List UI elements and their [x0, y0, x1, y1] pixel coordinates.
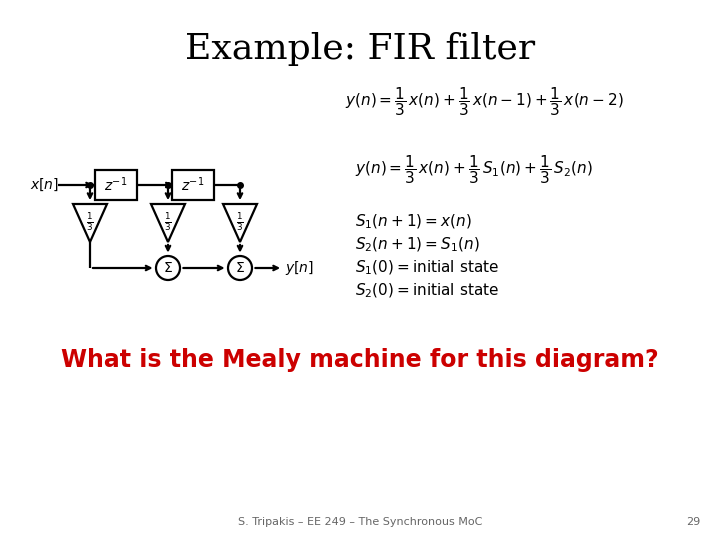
Text: $\Sigma$: $\Sigma$ [163, 261, 173, 275]
Bar [95, 170, 137, 200]
Text: $\frac{1}{3}$: $\frac{1}{3}$ [164, 211, 172, 233]
Polygon shape [73, 204, 107, 242]
Text: $\Sigma$: $\Sigma$ [235, 261, 245, 275]
Text: $z^{-1}$: $z^{-1}$ [181, 176, 204, 194]
Text: $y(n) = \dfrac{1}{3}\,x(n) + \dfrac{1}{3}\,S_1(n) + \dfrac{1}{3}\,S_2(n)$: $y(n) = \dfrac{1}{3}\,x(n) + \dfrac{1}{3… [355, 153, 593, 186]
Circle shape [228, 256, 252, 280]
Text: $S_2(0) = \mathrm{initial\ state}$: $S_2(0) = \mathrm{initial\ state}$ [355, 282, 499, 300]
Bar [172, 170, 214, 200]
Text: $z^{-1}$: $z^{-1}$ [104, 176, 127, 194]
Text: $\frac{1}{3}$: $\frac{1}{3}$ [236, 211, 244, 233]
Text: Example: FIR filter: Example: FIR filter [185, 32, 535, 66]
Text: $\frac{1}{3}$: $\frac{1}{3}$ [86, 211, 94, 233]
Text: $S_1(0) = \mathrm{initial\ state}$: $S_1(0) = \mathrm{initial\ state}$ [355, 259, 499, 277]
Text: What is the Mealy machine for this diagram?: What is the Mealy machine for this diagr… [61, 348, 659, 372]
Text: $S_1(n+1) = x(n)$: $S_1(n+1) = x(n)$ [355, 213, 472, 231]
Polygon shape [151, 204, 185, 242]
Text: 29: 29 [685, 517, 700, 527]
Text: $S_2(n+1) = S_1(n)$: $S_2(n+1) = S_1(n)$ [355, 236, 480, 254]
Text: S. Tripakis – EE 249 – The Synchronous MoC: S. Tripakis – EE 249 – The Synchronous M… [238, 517, 482, 527]
Circle shape [156, 256, 180, 280]
Polygon shape [223, 204, 257, 242]
Text: $y(n) = \dfrac{1}{3}\,x(n) + \dfrac{1}{3}\,x(n-1) + \dfrac{1}{3}\,x(n-2)$: $y(n) = \dfrac{1}{3}\,x(n) + \dfrac{1}{3… [345, 86, 624, 118]
Text: $x[n]$: $x[n]$ [30, 177, 59, 193]
Text: $y[n]$: $y[n]$ [285, 259, 314, 277]
